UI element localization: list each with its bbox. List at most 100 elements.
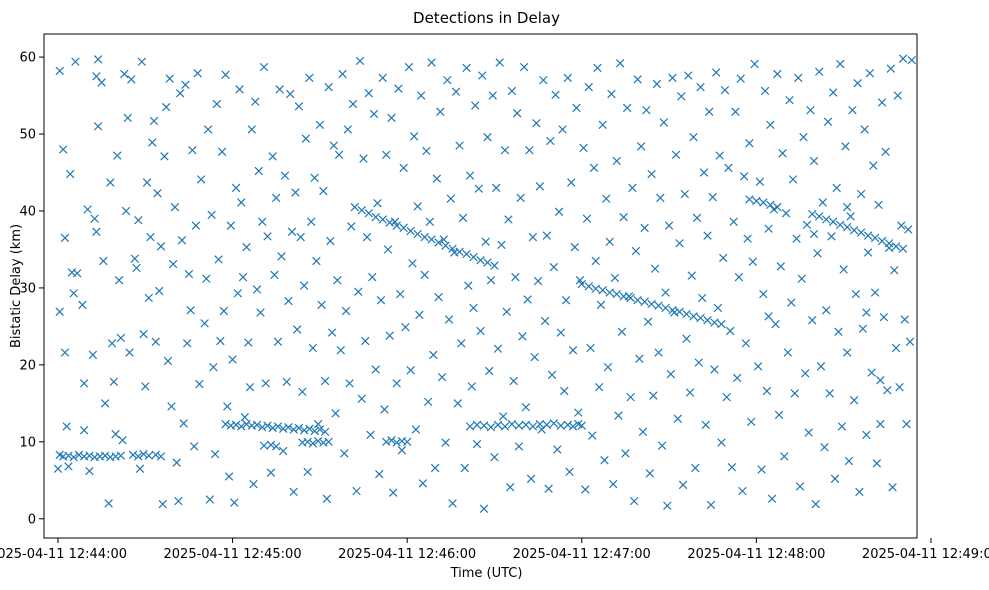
data-point	[825, 389, 834, 398]
data-point	[790, 389, 800, 398]
data-point	[830, 474, 840, 483]
data-point	[647, 169, 656, 179]
data-point	[333, 276, 342, 285]
data-point	[233, 289, 243, 298]
data-point	[731, 107, 740, 116]
data-point	[455, 141, 464, 150]
data-point	[764, 224, 773, 233]
data-point	[842, 222, 852, 232]
data-point	[439, 235, 449, 244]
data-point	[691, 463, 700, 473]
data-point	[521, 420, 531, 430]
data-point	[343, 125, 353, 134]
data-point	[879, 312, 889, 322]
data-point	[567, 178, 576, 187]
data-point	[876, 419, 885, 429]
data-point	[689, 132, 698, 142]
data-point	[713, 303, 723, 313]
data-point	[523, 295, 532, 304]
data-point	[299, 426, 309, 435]
data-point	[64, 451, 73, 460]
data-point	[464, 281, 473, 290]
data-point	[554, 207, 564, 216]
data-point	[418, 479, 428, 488]
data-point	[135, 464, 145, 473]
data-point	[196, 175, 206, 184]
data-point	[668, 73, 677, 83]
data-point	[486, 276, 496, 285]
data-point	[179, 419, 188, 428]
data-point	[174, 496, 183, 506]
data-point	[359, 154, 368, 163]
data-point	[278, 424, 288, 433]
data-point	[682, 309, 691, 319]
data-point	[509, 376, 518, 386]
data-point	[184, 269, 194, 279]
data-point	[296, 232, 305, 242]
data-point	[271, 442, 281, 451]
data-point	[491, 183, 501, 193]
data-point	[877, 98, 887, 107]
data-point	[581, 485, 590, 494]
data-point	[718, 253, 728, 263]
data-point	[801, 369, 810, 378]
data-point	[291, 188, 300, 197]
data-point	[490, 261, 499, 270]
data-point	[116, 451, 126, 460]
data-point	[420, 270, 429, 280]
data-point	[549, 419, 559, 428]
y-tick-label: 0	[28, 512, 36, 527]
data-point	[745, 139, 754, 148]
data-point	[809, 229, 819, 239]
data-point	[315, 120, 325, 130]
data-point	[577, 421, 586, 430]
data-point	[383, 245, 393, 254]
data-point	[137, 57, 147, 66]
data-point	[317, 300, 326, 310]
data-point	[287, 227, 297, 236]
data-point	[563, 73, 573, 83]
data-point	[200, 319, 209, 328]
data-point	[797, 274, 806, 283]
data-point	[434, 292, 443, 302]
data-point	[743, 234, 752, 243]
data-point	[860, 125, 869, 134]
data-point	[409, 132, 419, 141]
data-point	[467, 382, 476, 391]
data-point	[823, 117, 833, 126]
data-point	[809, 156, 819, 166]
data-point	[844, 456, 854, 466]
data-point	[760, 86, 770, 96]
data-point	[589, 163, 599, 173]
data-point	[249, 479, 258, 489]
data-point	[441, 241, 450, 250]
data-point	[486, 422, 496, 432]
data-point	[547, 370, 557, 380]
data-point	[160, 152, 169, 161]
data-point	[181, 80, 190, 90]
data-point	[371, 365, 380, 374]
data-point	[504, 215, 513, 224]
data-point	[347, 222, 356, 231]
x-axis-label: Time (UTC)	[450, 566, 523, 581]
data-point	[507, 419, 517, 429]
data-point	[820, 442, 829, 452]
data-point	[792, 234, 801, 243]
data-point	[855, 487, 864, 497]
data-point	[55, 66, 64, 76]
data-point	[617, 327, 627, 337]
data-point	[308, 439, 318, 448]
data-point	[408, 259, 417, 268]
data-point	[813, 249, 822, 258]
data-point	[647, 299, 656, 309]
data-point	[682, 334, 691, 343]
data-point	[895, 382, 904, 392]
data-point	[472, 420, 482, 430]
data-point	[55, 307, 64, 317]
data-point	[415, 310, 424, 320]
data-point	[795, 482, 805, 491]
data-point	[642, 105, 651, 115]
data-point	[334, 150, 344, 160]
data-point	[849, 225, 859, 235]
data-point	[886, 64, 896, 73]
